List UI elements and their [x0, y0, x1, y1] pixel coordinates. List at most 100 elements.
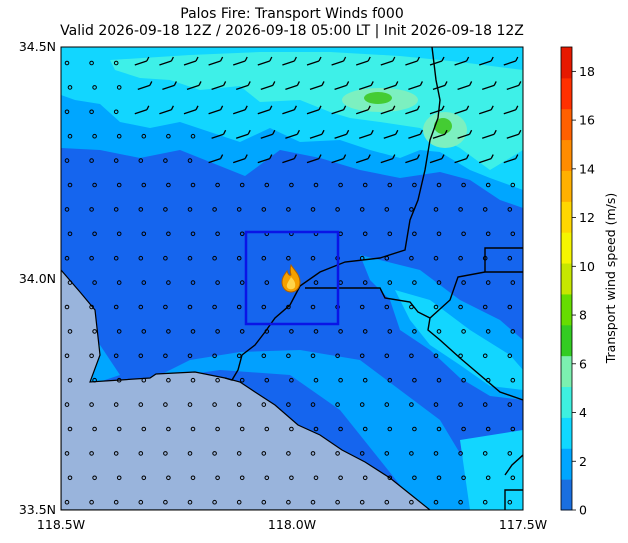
- calm-wind-icon: [507, 255, 513, 261]
- calm-wind-icon: [187, 402, 193, 407]
- colorbar-tick-label: 6: [579, 356, 587, 371]
- calm-wind-icon: [412, 377, 417, 383]
- calm-wind-icon: [64, 158, 70, 163]
- calm-wind-icon: [212, 353, 217, 359]
- wind-barb-icon: [481, 129, 497, 139]
- calm-wind-icon: [510, 280, 516, 285]
- fire-icon[interactable]: [281, 263, 301, 293]
- calm-wind-icon: [310, 353, 316, 359]
- calm-wind-icon: [236, 451, 242, 456]
- wind-barb-icon: [137, 81, 153, 91]
- calm-wind-icon: [239, 182, 245, 188]
- calm-wind-icon: [433, 499, 439, 505]
- calm-wind-icon: [384, 255, 390, 261]
- calm-wind-icon: [138, 207, 144, 212]
- colorbar-ticks: 0 2 4 6 8 10 12 14 16 18: [572, 64, 595, 518]
- calm-wind-icon: [67, 280, 73, 285]
- calm-wind-icon: [461, 280, 466, 285]
- calm-wind-icon: [141, 182, 147, 188]
- wind-barb-icon: [380, 105, 396, 115]
- wind-barb-icon: [358, 129, 374, 139]
- calm-wind-icon: [92, 377, 97, 383]
- calm-wind-icon: [286, 255, 291, 261]
- calm-wind-icon: [384, 304, 390, 310]
- colorbar-band: [561, 232, 572, 264]
- calm-wind-icon: [67, 329, 73, 334]
- wind-barb-icon: [134, 105, 150, 115]
- calm-wind-icon: [116, 85, 122, 90]
- wind-barb-icon: [358, 81, 374, 91]
- calm-wind-icon: [313, 426, 319, 432]
- calm-wind-icon: [261, 451, 267, 456]
- calm-wind-icon: [239, 475, 245, 481]
- calm-wind-icon: [212, 451, 217, 456]
- calm-wind-icon: [335, 402, 340, 407]
- lon-tick-label: 117.5W: [499, 517, 547, 532]
- calm-wind-icon: [313, 377, 319, 383]
- calm-wind-icon: [359, 207, 365, 212]
- calm-wind-icon: [89, 499, 94, 505]
- wind-barb-icon: [232, 154, 248, 164]
- wind-barb-icon: [257, 105, 273, 115]
- calm-wind-icon: [289, 377, 294, 383]
- calm-wind-icon: [510, 426, 516, 432]
- calm-wind-icon: [141, 475, 147, 481]
- boundary-east-2: [484, 247, 523, 272]
- calm-wind-icon: [310, 304, 316, 310]
- calm-wind-icon: [166, 329, 171, 334]
- calm-wind-icon: [289, 329, 294, 334]
- wind-barb-icon: [309, 81, 325, 91]
- wind-barb-icon: [306, 154, 322, 164]
- calm-wind-icon: [313, 329, 319, 334]
- calm-wind-icon: [289, 182, 294, 188]
- wind-barb-icon: [208, 56, 224, 66]
- wind-barb-icon: [503, 154, 519, 164]
- calm-wind-icon: [510, 377, 516, 383]
- calm-wind-icon: [409, 304, 414, 310]
- calm-wind-icon: [187, 158, 193, 163]
- calm-wind-icon: [163, 207, 168, 212]
- calm-wind-icon: [113, 158, 119, 163]
- colorbar-tick-label: 18: [579, 64, 595, 79]
- calm-wind-icon: [313, 182, 319, 188]
- wind-barb-icon: [432, 129, 448, 139]
- calm-wind-icon: [166, 426, 171, 432]
- calm-wind-icon: [436, 280, 442, 285]
- wind-barb-icon: [232, 105, 248, 115]
- calm-wind-icon: [310, 402, 316, 407]
- calm-wind-icon: [507, 499, 513, 505]
- calm-wind-icon: [138, 402, 144, 407]
- wind-barb-icon: [503, 105, 519, 115]
- calm-wind-icon: [92, 475, 97, 481]
- wind-barb-icon: [478, 56, 494, 66]
- colorbar: 0 2 4 6 8 10 12 14 16 18 Transport wind speed (m/…: [560, 46, 618, 518]
- colorbar-bands: [561, 47, 572, 511]
- calm-wind-icon: [286, 402, 291, 407]
- calm-wind-icon: [461, 182, 466, 188]
- wind-barb-icon: [334, 81, 350, 91]
- calm-wind-icon: [338, 377, 343, 383]
- calm-wind-icon: [215, 329, 220, 334]
- calm-wind-icon: [412, 426, 417, 432]
- calm-wind-icon: [89, 158, 94, 163]
- calm-wind-icon: [359, 402, 365, 407]
- calm-wind-icon: [359, 499, 365, 505]
- wind-barb-icon: [429, 56, 445, 66]
- calm-wind-icon: [163, 255, 168, 261]
- axis-labels: 34.5N 34.0N 33.5N 118.5W 118.0W 117.5W: [19, 39, 547, 532]
- wind-barb-icon: [481, 81, 497, 91]
- calm-wind-icon: [412, 182, 417, 188]
- lat-tick-label: 33.5N: [19, 502, 56, 517]
- calm-wind-icon: [212, 402, 217, 407]
- calm-wind-icon: [485, 182, 491, 188]
- calm-wind-icon: [215, 475, 220, 481]
- calm-wind-icon: [409, 353, 414, 359]
- boundary-south-east: [504, 489, 523, 510]
- map-area[interactable]: [61, 47, 523, 510]
- fire-region-box[interactable]: [244, 230, 340, 326]
- ocean-area: [61, 269, 431, 510]
- calm-wind-icon: [387, 182, 393, 188]
- calm-wind-icon: [461, 377, 466, 383]
- wind-barb-icon: [235, 129, 251, 139]
- calm-wind-icon: [261, 499, 267, 505]
